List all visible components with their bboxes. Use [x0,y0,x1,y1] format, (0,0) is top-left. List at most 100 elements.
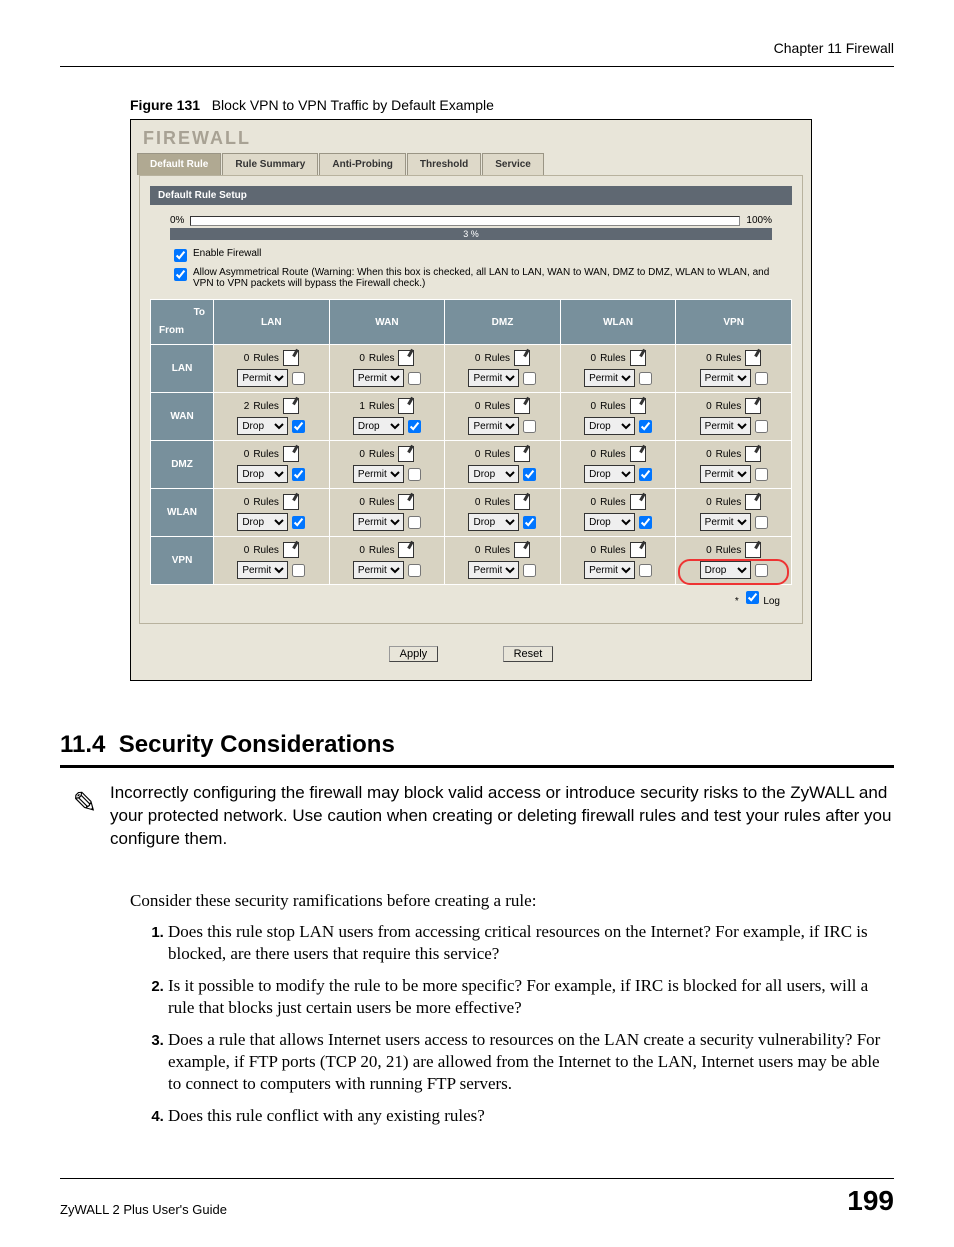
action-select[interactable]: PermitDrop [700,417,751,435]
action-select[interactable]: PermitDrop [468,369,519,387]
edit-rule-icon[interactable] [283,494,299,510]
action-select[interactable]: PermitDrop [468,417,519,435]
action-select[interactable]: PermitDrop [353,465,404,483]
apply-button[interactable]: Apply [389,646,439,662]
action-select[interactable]: PermitDrop [468,513,519,531]
log-legend-checkbox[interactable] [746,591,759,604]
log-checkbox[interactable] [292,468,305,481]
row-header-dmz: DMZ [151,441,214,489]
edit-rule-icon[interactable] [514,542,530,558]
log-checkbox[interactable] [639,516,652,529]
rule-cell-lan-to-wlan: 0Rules PermitDrop [560,345,676,393]
rule-count: 0 [706,401,712,412]
consideration-item-1: Does this rule stop LAN users from acces… [168,921,894,965]
action-select[interactable]: PermitDrop [700,561,751,579]
edit-rule-icon[interactable] [283,446,299,462]
action-select[interactable]: PermitDrop [468,561,519,579]
edit-rule-icon[interactable] [745,350,761,366]
consideration-item-2: Is it possible to modify the rule to be … [168,975,894,1019]
edit-rule-icon[interactable] [398,446,414,462]
action-select[interactable]: PermitDrop [353,417,404,435]
log-checkbox[interactable] [408,372,421,385]
log-checkbox[interactable] [755,372,768,385]
log-checkbox[interactable] [755,564,768,577]
edit-rule-icon[interactable] [514,398,530,414]
log-checkbox[interactable] [408,468,421,481]
edit-rule-icon[interactable] [398,398,414,414]
edit-rule-icon[interactable] [283,542,299,558]
reset-button[interactable]: Reset [503,646,554,662]
log-checkbox[interactable] [755,468,768,481]
log-checkbox[interactable] [639,468,652,481]
note-text: Incorrectly configuring the firewall may… [110,782,894,851]
log-checkbox[interactable] [292,372,305,385]
log-checkbox[interactable] [639,372,652,385]
log-checkbox[interactable] [408,420,421,433]
enable-firewall-checkbox[interactable] [174,249,187,262]
action-select[interactable]: PermitDrop [237,513,288,531]
log-checkbox[interactable] [523,372,536,385]
edit-rule-icon[interactable] [398,542,414,558]
action-select[interactable]: PermitDrop [584,465,635,483]
tab-anti-probing[interactable]: Anti-Probing [319,153,406,175]
column-header-dmz: DMZ [445,300,561,345]
tab-threshold[interactable]: Threshold [407,153,481,175]
rules-label: Rules [253,545,279,556]
edit-rule-icon[interactable] [398,494,414,510]
action-select[interactable]: PermitDrop [468,465,519,483]
edit-rule-icon[interactable] [283,350,299,366]
tab-service[interactable]: Service [482,153,544,175]
action-select[interactable]: PermitDrop [700,513,751,531]
edit-rule-icon[interactable] [283,398,299,414]
log-checkbox[interactable] [755,516,768,529]
edit-rule-icon[interactable] [745,494,761,510]
edit-rule-icon[interactable] [514,350,530,366]
log-checkbox[interactable] [292,516,305,529]
action-select[interactable]: PermitDrop [353,513,404,531]
action-select[interactable]: PermitDrop [237,561,288,579]
edit-rule-icon[interactable] [745,398,761,414]
log-checkbox[interactable] [523,564,536,577]
action-select[interactable]: PermitDrop [584,561,635,579]
rule-count: 0 [475,545,481,556]
log-checkbox[interactable] [639,420,652,433]
action-select[interactable]: PermitDrop [353,369,404,387]
log-checkbox[interactable] [639,564,652,577]
rule-count: 0 [591,353,597,364]
action-select[interactable]: PermitDrop [237,417,288,435]
action-select[interactable]: PermitDrop [237,369,288,387]
note-block: ✎ Incorrectly configuring the firewall m… [60,782,894,851]
log-checkbox[interactable] [408,564,421,577]
log-checkbox[interactable] [292,564,305,577]
log-checkbox[interactable] [408,516,421,529]
row-header-vpn: VPN [151,537,214,585]
tab-rule-summary[interactable]: Rule Summary [222,153,318,175]
rule-count: 0 [244,449,250,460]
log-checkbox[interactable] [523,468,536,481]
edit-rule-icon[interactable] [745,542,761,558]
edit-rule-icon[interactable] [630,446,646,462]
action-select[interactable]: PermitDrop [700,465,751,483]
allow-asym-route-checkbox[interactable] [174,268,187,281]
action-select[interactable]: PermitDrop [584,417,635,435]
edit-rule-icon[interactable] [745,446,761,462]
log-checkbox[interactable] [292,420,305,433]
edit-rule-icon[interactable] [398,350,414,366]
action-select[interactable]: PermitDrop [353,561,404,579]
edit-rule-icon[interactable] [630,398,646,414]
rules-label: Rules [600,353,626,364]
action-select[interactable]: PermitDrop [584,369,635,387]
rule-cell-dmz-to-wlan: 0RulesPermitDrop [560,441,676,489]
log-checkbox[interactable] [755,420,768,433]
log-checkbox[interactable] [523,516,536,529]
tab-default-rule[interactable]: Default Rule [137,153,221,175]
action-select[interactable]: PermitDrop [237,465,288,483]
log-checkbox[interactable] [523,420,536,433]
edit-rule-icon[interactable] [514,446,530,462]
edit-rule-icon[interactable] [630,350,646,366]
action-select[interactable]: PermitDrop [584,513,635,531]
edit-rule-icon[interactable] [630,542,646,558]
edit-rule-icon[interactable] [514,494,530,510]
edit-rule-icon[interactable] [630,494,646,510]
action-select[interactable]: PermitDrop [700,369,751,387]
